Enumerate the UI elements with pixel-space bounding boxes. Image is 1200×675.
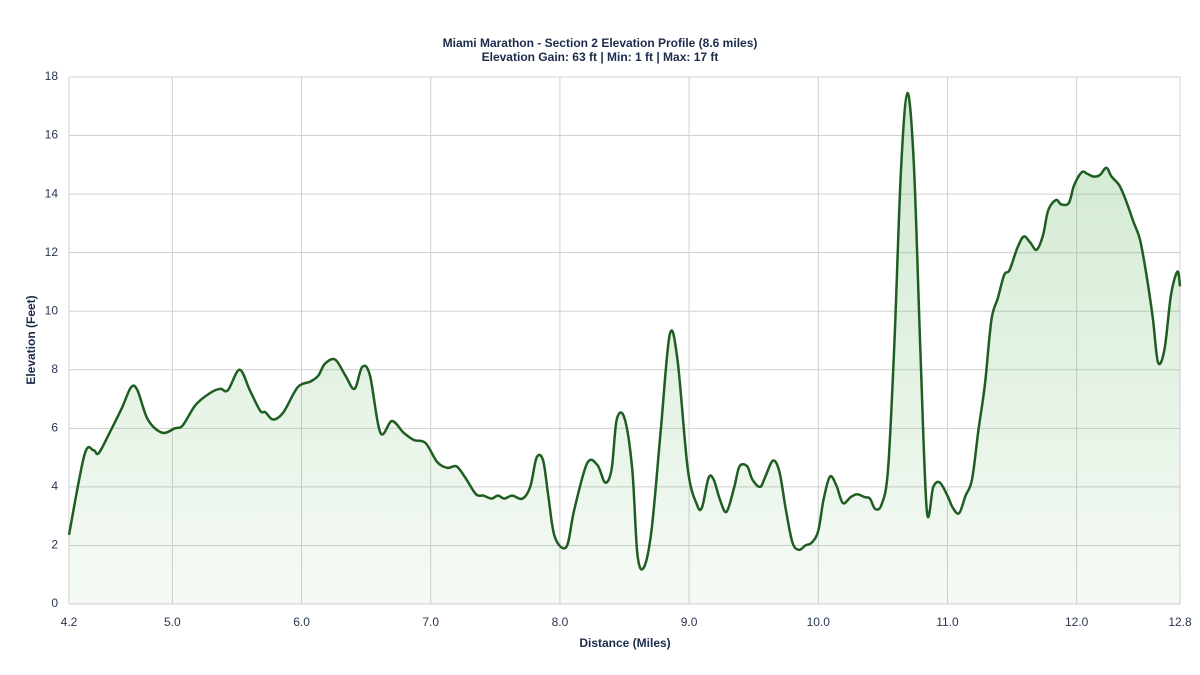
x-tick-label: 9.0 [681,615,698,629]
x-tick-label: 12.8 [1168,615,1192,629]
area-fill [69,93,1180,604]
x-tick-label: 6.0 [293,615,310,629]
x-tick-label: 8.0 [552,615,569,629]
y-axis-label: Elevation (Feet) [24,295,38,384]
y-tick-label: 14 [45,186,59,200]
y-tick-label: 8 [51,362,58,376]
y-tick-label: 6 [51,421,58,435]
y-tick-label: 16 [45,128,59,142]
x-tick-label: 7.0 [422,615,439,629]
y-tick-label: 0 [51,596,58,610]
y-tick-label: 10 [45,303,59,317]
x-tick-label: 11.0 [936,615,959,629]
chart-title: Miami Marathon - Section 2 Elevation Pro… [443,36,758,50]
y-tick-label: 2 [51,538,58,552]
y-tick-label: 4 [51,479,58,493]
x-tick-label: 10.0 [807,615,831,629]
x-axis-label: Distance (Miles) [579,636,670,650]
x-tick-label: 5.0 [164,615,181,629]
elevation-line [67,91,1182,571]
x-tick-label: 4.2 [61,615,78,629]
y-tick-label: 18 [45,69,59,83]
chart-subtitle: Elevation Gain: 63 ft | Min: 1 ft | Max:… [482,50,719,64]
y-tick-label: 12 [45,245,59,259]
x-tick-label: 12.0 [1065,615,1089,629]
